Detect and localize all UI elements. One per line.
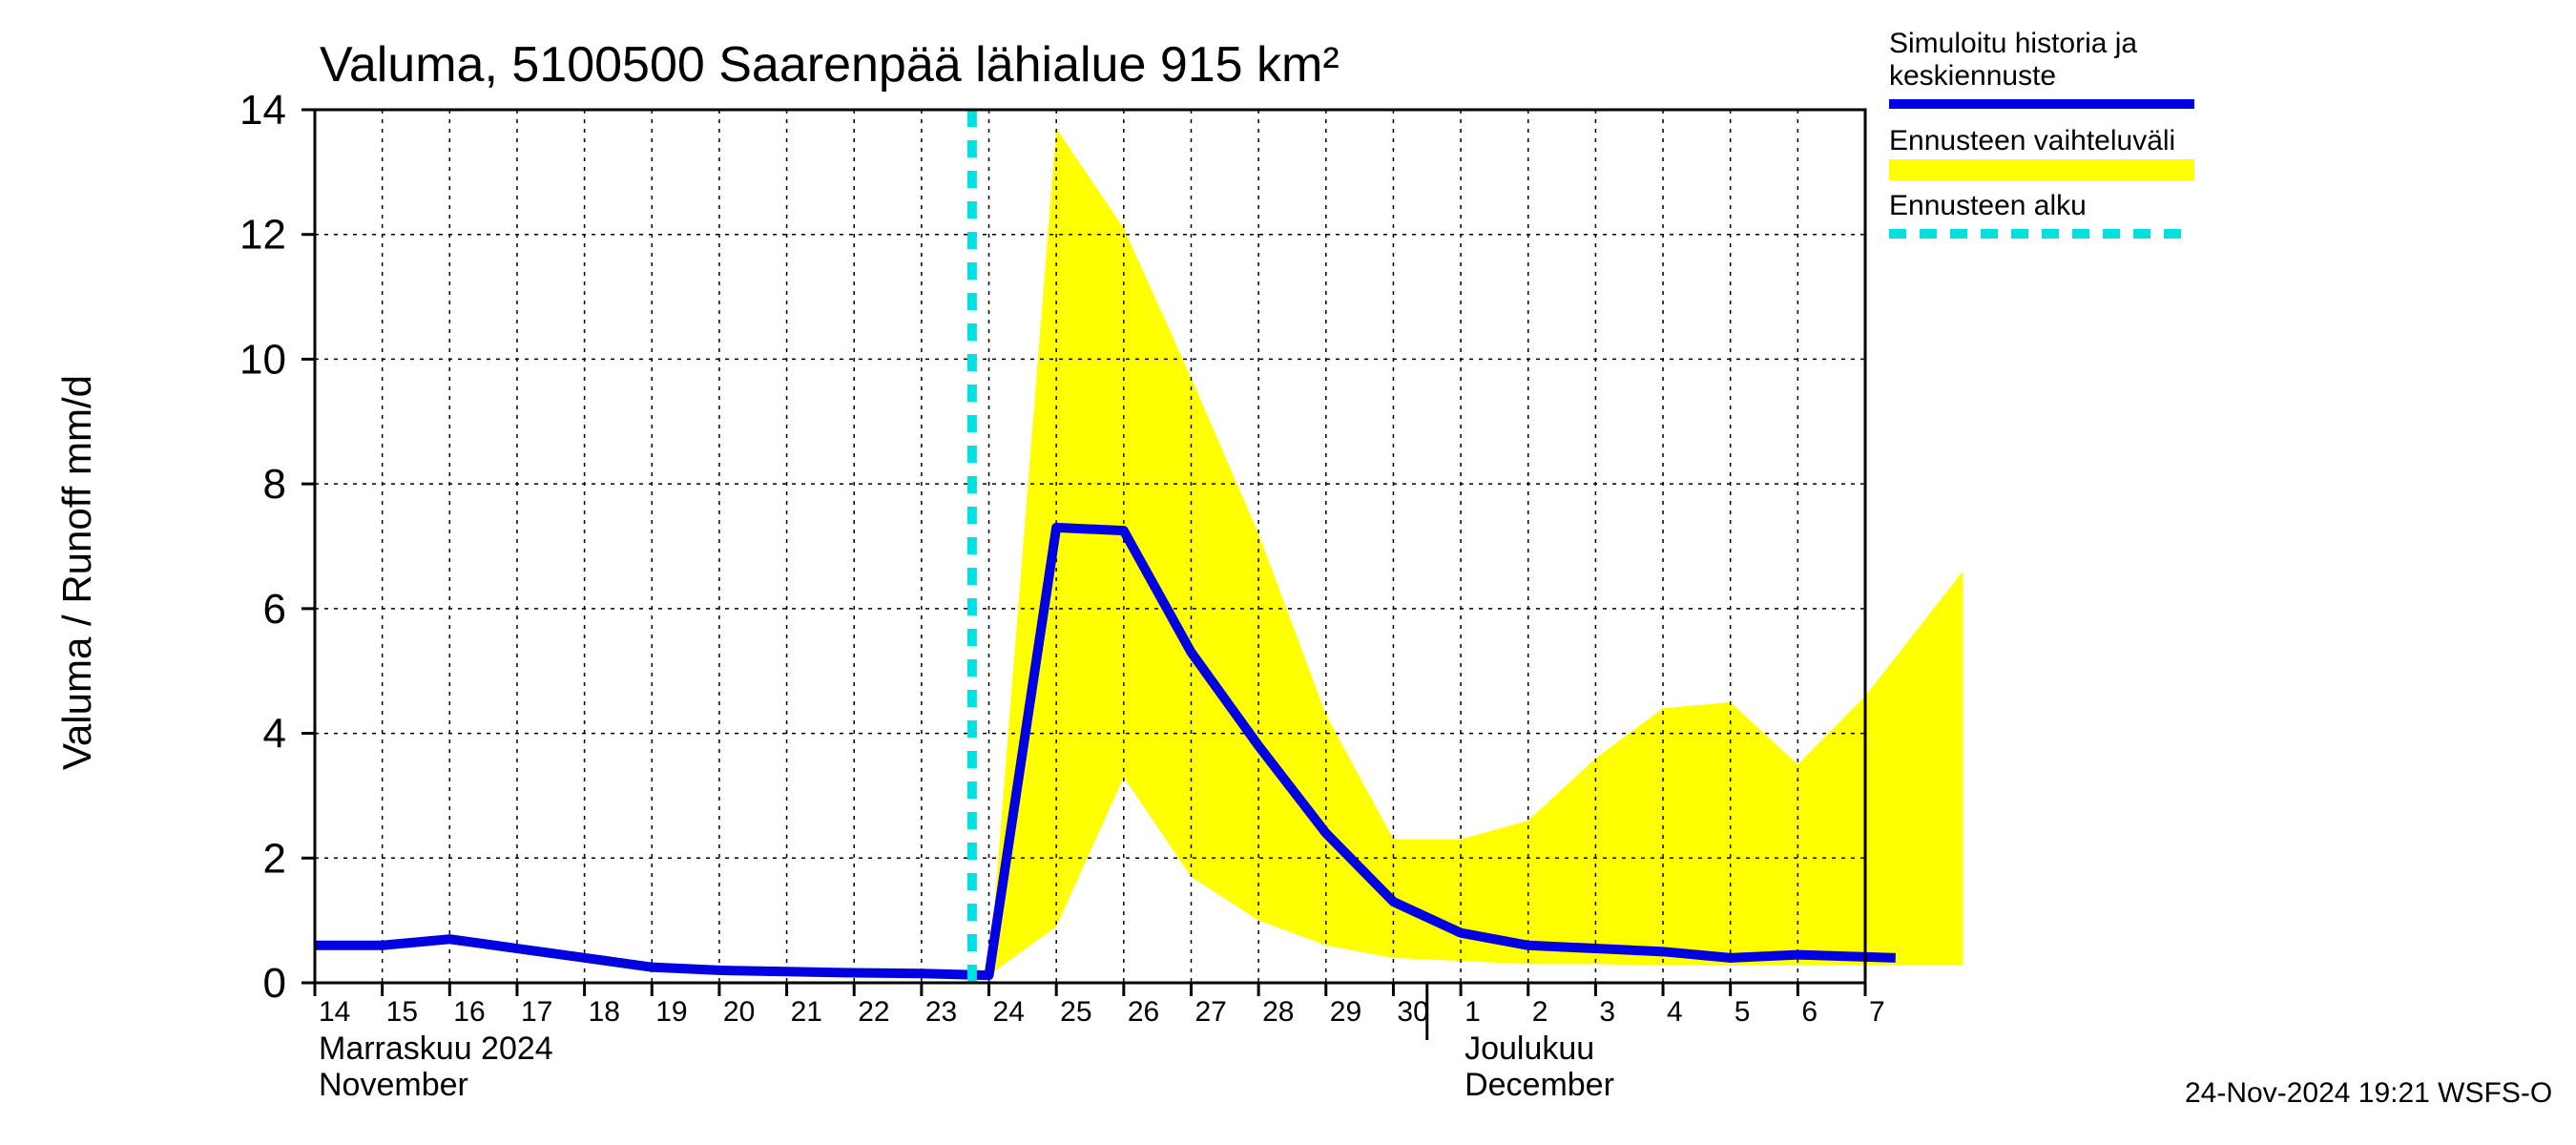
- y-tick-label: 6: [263, 586, 286, 633]
- month-label-en: December: [1465, 1067, 1614, 1103]
- chart-title: Valuma, 5100500 Saarenpää lähialue 915 k…: [320, 37, 1340, 93]
- y-tick-label: 14: [239, 87, 286, 134]
- x-tick-label: 1: [1465, 996, 1481, 1028]
- x-tick-label: 17: [521, 996, 552, 1028]
- legend-label: keskiennuste: [1889, 60, 2056, 92]
- y-tick-labels: 0 2 4 6 8 10 12 14: [239, 87, 286, 1007]
- x-tick-label: 6: [1801, 996, 1818, 1028]
- x-tick-label: 5: [1735, 996, 1751, 1028]
- chart-container: { "chart": { "type": "line_with_band", "…: [0, 0, 2576, 1145]
- month-label-en: November: [319, 1067, 468, 1103]
- month-label-fi: Joulukuu: [1465, 1030, 1594, 1067]
- x-tick-label: 22: [858, 996, 889, 1028]
- y-tick-label: 4: [263, 711, 286, 758]
- legend-label: Ennusteen vaihteluväli: [1889, 125, 2175, 156]
- x-tick-label: 25: [1060, 996, 1091, 1028]
- x-tick-label: 19: [655, 996, 687, 1028]
- legend-label: Ennusteen alku: [1889, 190, 2087, 221]
- y-tick-label: 8: [263, 461, 286, 508]
- x-tick-label: 15: [386, 996, 418, 1028]
- x-tick-label: 27: [1195, 996, 1226, 1028]
- runoff-chart: Valuma, 5100500 Saarenpää lähialue 915 k…: [0, 0, 2576, 1145]
- legend: Simuloitu historia jakeskiennuste Ennuste…: [1889, 28, 2194, 234]
- x-tick-label: 4: [1667, 996, 1683, 1028]
- x-tick-label: 14: [319, 996, 350, 1028]
- x-tick-label: 28: [1262, 996, 1294, 1028]
- y-tick-label: 10: [239, 336, 286, 383]
- x-tick-label: 26: [1128, 996, 1159, 1028]
- legend-label: Simuloitu historia ja: [1889, 28, 2137, 59]
- x-tick-label: 29: [1330, 996, 1361, 1028]
- x-tick-labels: 1415161718192021222324252627282930123456…: [319, 996, 1885, 1028]
- y-tick-label: 2: [263, 835, 286, 882]
- x-tick-label: 18: [589, 996, 620, 1028]
- y-tick-label: 0: [263, 960, 286, 1007]
- x-tick-label: 20: [723, 996, 755, 1028]
- x-tick-label: 30: [1397, 996, 1428, 1028]
- x-tick-label: 7: [1869, 996, 1885, 1028]
- x-tick-label: 21: [791, 996, 822, 1028]
- month-labels: Marraskuu 2024November JoulukuuDecember: [319, 1030, 1614, 1103]
- legend-swatch-block: [1889, 159, 2194, 180]
- timestamp-footer: 24-Nov-2024 19:21 WSFS-O: [2185, 1077, 2552, 1109]
- y-tick-label: 12: [239, 212, 286, 259]
- x-tick-label: 23: [925, 996, 957, 1028]
- x-tick-label: 2: [1532, 996, 1548, 1028]
- y-axis-label: Valuma / Runoff mm/d: [54, 375, 99, 770]
- x-tick-label: 3: [1599, 996, 1615, 1028]
- x-tick-label: 16: [453, 996, 485, 1028]
- x-tick-label: 24: [993, 996, 1025, 1028]
- month-label-fi: Marraskuu 2024: [319, 1030, 553, 1067]
